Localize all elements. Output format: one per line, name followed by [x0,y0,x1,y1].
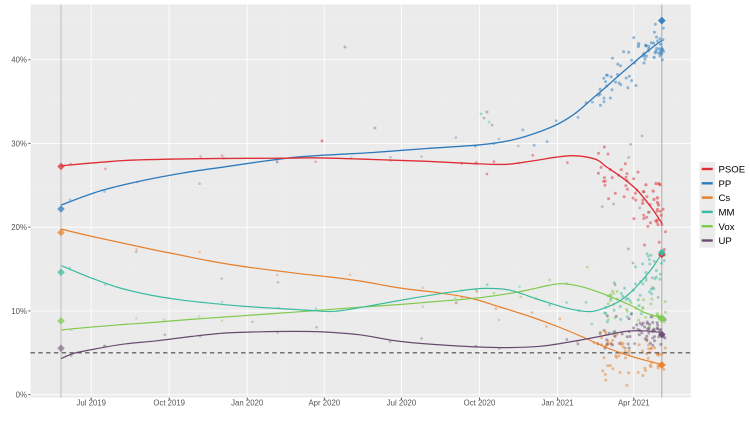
svg-text:Jul 2019: Jul 2019 [76,399,105,408]
svg-text:Jul 2020: Jul 2020 [387,399,417,408]
svg-text:PP: PP [719,179,732,190]
svg-text:Oct 2020: Oct 2020 [464,399,496,408]
svg-text:40%: 40% [11,56,27,65]
svg-text:Apr 2021: Apr 2021 [618,399,650,408]
svg-text:20%: 20% [11,223,27,232]
svg-text:MM: MM [719,208,735,219]
svg-text:Cs: Cs [719,193,731,204]
svg-text:UP: UP [719,236,732,247]
svg-text:Apr 2020: Apr 2020 [308,399,340,408]
svg-text:0%: 0% [16,391,27,400]
svg-text:Vox: Vox [719,222,735,233]
svg-text:Oct 2019: Oct 2019 [153,399,185,408]
svg-text:PSOE: PSOE [719,165,746,176]
svg-text:Jan 2020: Jan 2020 [231,399,264,408]
svg-text:30%: 30% [11,139,27,148]
svg-text:Jan 2021: Jan 2021 [541,399,573,408]
svg-text:10%: 10% [11,307,27,316]
